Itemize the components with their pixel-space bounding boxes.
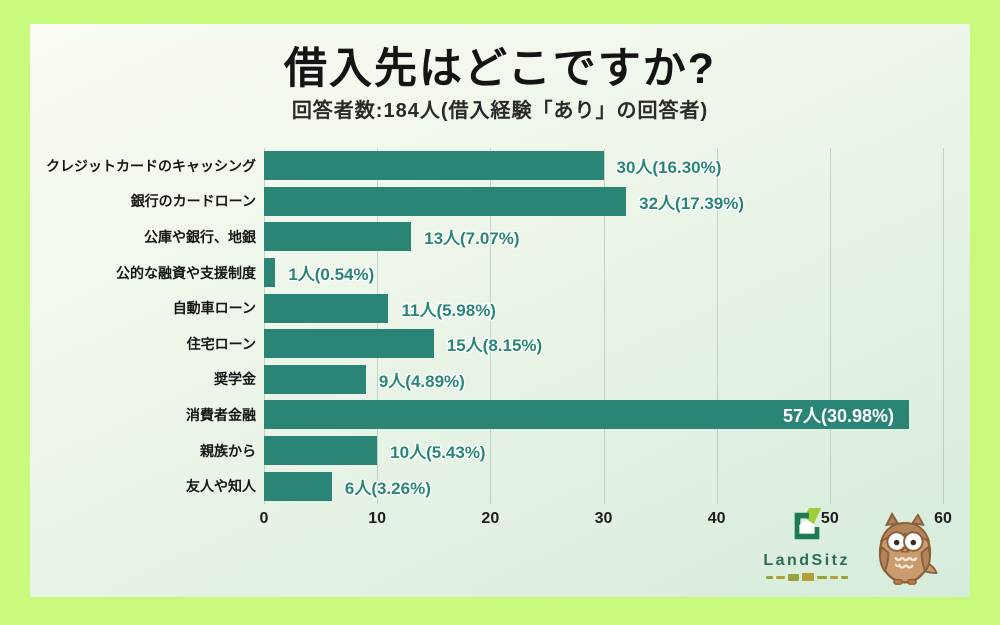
bar-row: 11人(5.98%) (264, 290, 943, 326)
x-tick-label-30: 30 (594, 510, 613, 527)
bar-row: 57人(30.98%) (264, 397, 943, 433)
gridline-40 (716, 148, 718, 504)
owl-mascot-icon (868, 511, 942, 591)
chart-subtitle: 回答者数:184人(借入経験「あり」の回答者) (291, 100, 709, 122)
bar-row: 6人(3.26%) (264, 468, 943, 504)
gridline-30 (603, 148, 605, 504)
bar-value-label: 9人(4.89%) (378, 371, 465, 391)
bar-value-label: 57人(30.98%) (782, 405, 895, 426)
bar-value-label: 30人(16.30%) (616, 158, 722, 178)
category-label: 親族から (200, 442, 256, 459)
gridline-0 (264, 148, 265, 504)
x-tick-label-0: 0 (259, 510, 269, 527)
bar-value-label: 13人(7.07%) (424, 229, 520, 249)
bar (264, 293, 389, 323)
x-tick-label-10: 10 (368, 510, 387, 527)
bar (264, 222, 412, 252)
gridline-10 (377, 148, 379, 504)
bar (264, 258, 276, 288)
bar-row: 9人(4.89%) (264, 362, 943, 398)
x-tick-label-50: 50 (820, 510, 839, 527)
gridline-20 (490, 148, 492, 504)
category-label: 自動車ローン (172, 300, 256, 317)
bar (264, 151, 604, 181)
bar: 57人(30.98%) (264, 400, 910, 430)
category-label: クレジットカードのキャッシング (46, 157, 256, 174)
plot-area: 30人(16.30%) 32人(17.39%) 13人(7.07%) 1人(0.54%… (264, 148, 944, 504)
bar-value-label: 10人(5.43%) (390, 443, 486, 463)
bar-row: 15人(8.15%) (264, 326, 943, 362)
brand-logo: LandSitz (763, 507, 850, 591)
bar (264, 436, 378, 466)
x-tick-label-20: 20 (481, 510, 500, 527)
bar-row: 32人(17.39%) (264, 184, 943, 220)
category-label: 公庫や銀行、地銀 (144, 228, 256, 245)
bar-value-label: 15人(8.15%) (446, 336, 543, 356)
bar-value-label: 1人(0.54%) (288, 265, 375, 285)
gridline-60 (943, 148, 944, 504)
gridline-50 (829, 148, 831, 504)
category-label: 銀行のカードローン (130, 193, 256, 210)
bar (264, 329, 434, 359)
category-label: 友人や知人 (186, 478, 256, 495)
bar-row: 13人(7.07%) (264, 219, 943, 255)
bar-row: 10人(5.43%) (264, 433, 943, 469)
footer: LandSitz (763, 507, 942, 591)
x-axis: 0 10 20 30 40 50 60 (260, 510, 952, 532)
bar (264, 471, 332, 501)
chart-panel: 借入先はどこですか? 回答者数:184人(借入経験「あり」の回答者) クレジット… (30, 24, 970, 597)
brand-dashes-decoration (765, 573, 848, 581)
bar (264, 364, 366, 394)
brand-name: LandSitz (763, 552, 850, 569)
house-logo-icon (788, 507, 826, 550)
x-tick-label-40: 40 (707, 510, 726, 527)
bar (264, 186, 627, 216)
category-label: 消費者金融 (186, 406, 256, 423)
bar-value-label: 6人(3.26%) (344, 478, 431, 498)
category-label: 住宅ローン (186, 335, 256, 352)
bar-value-label: 32人(17.39%) (639, 193, 745, 213)
bar-row: 30人(16.30%) (264, 148, 943, 184)
chart-title: 借入先はどこですか? (284, 45, 716, 93)
bar-value-label: 11人(5.98%) (401, 300, 496, 320)
category-label: 奨学金 (214, 371, 256, 388)
category-label: 公的な融資や支援制度 (116, 264, 256, 281)
x-tick-label-60: 60 (934, 510, 952, 527)
category-axis: クレジットカードのキャッシング銀行のカードローン公庫や銀行、地銀公的な融資や支援… (30, 148, 256, 504)
bar-row: 1人(0.54%) (264, 255, 943, 291)
